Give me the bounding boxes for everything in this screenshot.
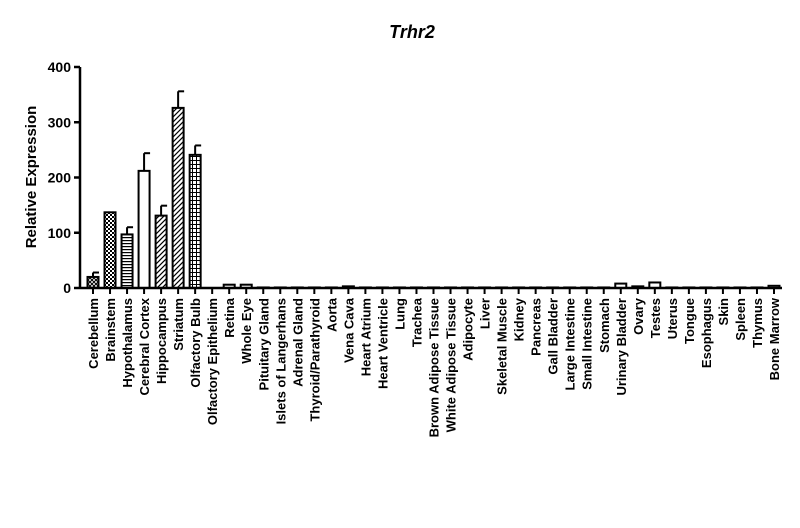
y-tick-label: 100 xyxy=(48,225,72,241)
y-tick-label: 300 xyxy=(48,114,72,130)
x-tick-label: Olfactory Bulb xyxy=(188,298,203,388)
bar xyxy=(120,233,134,289)
x-tick-label: Trachea xyxy=(409,297,424,347)
x-tick-label: Hypothalamus xyxy=(120,298,135,388)
x-tick-label: Esophagus xyxy=(699,298,714,368)
x-tick-label: Pituitary Gland xyxy=(256,298,271,391)
x-tick-label: Cerebellum xyxy=(86,298,101,369)
x-tick-label: Thymus xyxy=(750,298,765,348)
x-tick-label: Pancreas xyxy=(529,298,544,356)
x-tick-label: Tongue xyxy=(682,298,697,344)
x-tick-label: Skin xyxy=(716,298,731,326)
y-axis: 0 100 200 300 400 xyxy=(48,59,82,296)
x-tick-label: Retina xyxy=(222,297,237,338)
bar xyxy=(137,169,151,289)
x-tick-label: Adipocyte xyxy=(461,298,476,361)
x-tick-label: Bone Marrow xyxy=(767,297,782,380)
x-tick-label: Kidney xyxy=(512,297,527,341)
x-tick-label: Liver xyxy=(478,298,493,329)
x-tick-label: White Adipose Tissue xyxy=(444,298,459,432)
x-tick-label: Brainstem xyxy=(103,298,118,362)
y-axis-label: Relative Expression xyxy=(23,106,40,249)
x-tick-label: Testes xyxy=(648,298,663,338)
x-tick-label: Hippocampus xyxy=(154,298,169,384)
x-tick-label: Ovary xyxy=(631,297,646,335)
x-tick-label: Adrenal Gland xyxy=(290,298,305,387)
x-tick-label: Urinary Bladder xyxy=(614,298,629,396)
x-tick-label: Spleen xyxy=(733,298,748,341)
bar xyxy=(188,153,202,289)
x-tick-label: Islets of Langerhans xyxy=(273,298,288,424)
bar xyxy=(154,214,168,289)
x-tick-label: Heart Ventricle xyxy=(375,298,390,389)
x-tick-label: Gall Bladder xyxy=(546,298,561,375)
chart-title: Trhr2 xyxy=(389,22,435,42)
bar xyxy=(86,275,100,290)
bar xyxy=(103,211,117,289)
x-tick-label: Stomach xyxy=(597,298,612,353)
y-tick-label: 200 xyxy=(48,170,72,186)
x-tick-label: Brown Adipose Tissue xyxy=(427,298,442,437)
x-tick-label: Vena Cava xyxy=(341,297,356,363)
bar xyxy=(171,106,185,290)
x-tick-label: Skeletal Muscle xyxy=(495,298,510,395)
x-tick-label: Heart Atrium xyxy=(358,298,373,376)
x-tick-label: Whole Eye xyxy=(239,298,254,364)
x-tick-label: Lung xyxy=(392,298,407,330)
x-tick-label: Olfactory Epithelium xyxy=(205,298,220,425)
x-tick-label: Cerebral Cortex xyxy=(137,297,152,395)
x-tick-label: Large Intestine xyxy=(563,298,578,390)
bars xyxy=(86,90,781,290)
x-tick-label: Uterus xyxy=(665,298,680,339)
x-axis: Cerebellum Brainstem Hypothalamus Cerebral … xyxy=(80,286,782,437)
x-tick-label: Striatum xyxy=(171,298,186,351)
x-tick-label: Thyroid/Parathyroid xyxy=(307,298,322,422)
x-tick-label: Small Intestine xyxy=(580,298,595,390)
y-tick-label: 400 xyxy=(48,59,72,75)
y-tick-label: 0 xyxy=(63,280,71,296)
x-tick-label: Aorta xyxy=(324,297,339,332)
